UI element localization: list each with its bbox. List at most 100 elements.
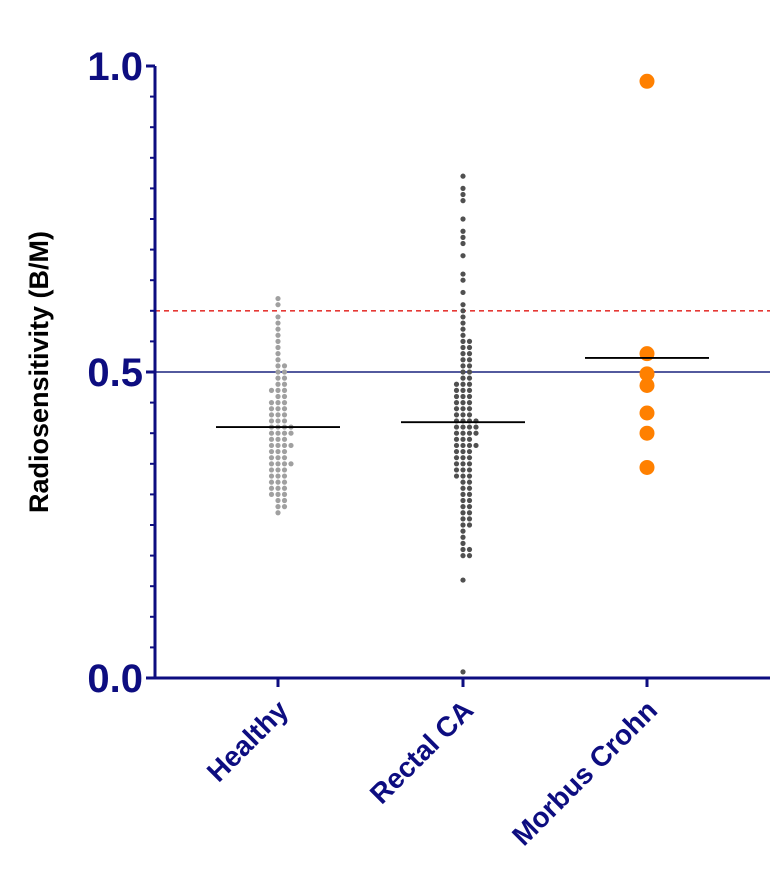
data-point bbox=[460, 436, 466, 442]
data-point bbox=[275, 436, 281, 442]
data-point bbox=[281, 436, 288, 442]
data-point bbox=[466, 393, 473, 400]
data-point bbox=[460, 400, 466, 406]
data-point bbox=[275, 461, 281, 467]
data-point bbox=[268, 485, 275, 491]
data-point bbox=[460, 369, 466, 375]
data-point bbox=[275, 504, 281, 510]
data-point bbox=[460, 577, 466, 583]
data-point bbox=[275, 302, 281, 308]
data-point bbox=[466, 387, 473, 393]
data-point bbox=[453, 400, 460, 406]
data-point bbox=[281, 387, 288, 393]
data-point bbox=[460, 228, 466, 234]
data-point bbox=[460, 528, 466, 534]
data-point bbox=[275, 375, 281, 381]
data-point bbox=[268, 387, 275, 393]
data-point bbox=[268, 400, 275, 406]
x-tick-label: Rectal CA bbox=[364, 694, 479, 809]
data-point bbox=[281, 473, 288, 479]
data-point bbox=[460, 302, 466, 308]
data-point bbox=[275, 442, 281, 449]
data-point bbox=[275, 381, 281, 387]
data-point bbox=[639, 73, 655, 89]
data-point bbox=[460, 375, 466, 381]
data-point bbox=[466, 351, 473, 357]
data-point bbox=[275, 485, 281, 491]
y-tick-label: 0.5 bbox=[87, 351, 143, 395]
data-point bbox=[460, 424, 466, 430]
data-point bbox=[460, 448, 466, 455]
data-point bbox=[268, 461, 275, 467]
data-point bbox=[460, 253, 466, 259]
data-point bbox=[460, 326, 466, 332]
data-point bbox=[281, 448, 288, 455]
data-point bbox=[275, 351, 281, 357]
data-point bbox=[268, 455, 275, 461]
data-point bbox=[460, 467, 466, 473]
data-point bbox=[275, 314, 281, 320]
data-point bbox=[466, 448, 473, 455]
data-point bbox=[466, 497, 473, 504]
data-point bbox=[453, 393, 460, 400]
data-point bbox=[268, 430, 275, 436]
data-point bbox=[268, 406, 275, 412]
data-point bbox=[460, 485, 466, 491]
data-point bbox=[460, 277, 466, 283]
data-point bbox=[466, 344, 473, 351]
data-point bbox=[466, 479, 473, 485]
data-point bbox=[466, 553, 473, 559]
data-point bbox=[453, 424, 460, 430]
data-point bbox=[460, 173, 466, 179]
data-point bbox=[268, 448, 275, 455]
data-point bbox=[453, 448, 460, 455]
data-point bbox=[466, 363, 473, 369]
data-point bbox=[473, 442, 479, 449]
data-point bbox=[460, 461, 466, 467]
data-point bbox=[275, 332, 281, 338]
data-point bbox=[460, 455, 466, 461]
data-point bbox=[268, 412, 275, 418]
data-point bbox=[268, 491, 275, 497]
data-point bbox=[460, 669, 466, 675]
data-point bbox=[460, 240, 466, 247]
data-point bbox=[460, 357, 466, 363]
data-point bbox=[275, 473, 281, 479]
data-point bbox=[466, 424, 473, 430]
y-tick-label: 1.0 bbox=[87, 45, 143, 89]
data-point bbox=[460, 387, 466, 393]
data-point bbox=[473, 430, 479, 436]
data-point bbox=[466, 442, 473, 449]
y-axis-label: Radiosensitivity (B/M) bbox=[24, 231, 54, 513]
data-point bbox=[466, 461, 473, 467]
data-point bbox=[460, 289, 466, 296]
data-point bbox=[453, 473, 460, 479]
data-point bbox=[460, 442, 466, 449]
data-point bbox=[281, 369, 288, 375]
data-point bbox=[466, 369, 473, 375]
data-point bbox=[281, 363, 288, 369]
data-point bbox=[275, 406, 281, 412]
data-point bbox=[275, 363, 281, 369]
data-point bbox=[281, 461, 288, 467]
data-point bbox=[466, 381, 473, 387]
data-point bbox=[460, 185, 466, 191]
data-point bbox=[268, 473, 275, 479]
data-point bbox=[466, 357, 473, 363]
data-point bbox=[281, 381, 288, 387]
data-point bbox=[460, 320, 466, 326]
data-point bbox=[460, 234, 466, 240]
data-point bbox=[281, 375, 288, 381]
data-point bbox=[639, 425, 655, 441]
data-point bbox=[281, 479, 288, 485]
data-point bbox=[466, 510, 473, 516]
data-point bbox=[281, 504, 288, 510]
data-point bbox=[275, 479, 281, 485]
data-point bbox=[275, 387, 281, 393]
data-point bbox=[281, 406, 288, 412]
data-point bbox=[466, 467, 473, 473]
y-tick-label: 0.0 bbox=[87, 657, 143, 701]
data-point bbox=[460, 332, 466, 338]
data-point bbox=[275, 467, 281, 473]
data-point bbox=[281, 412, 288, 418]
